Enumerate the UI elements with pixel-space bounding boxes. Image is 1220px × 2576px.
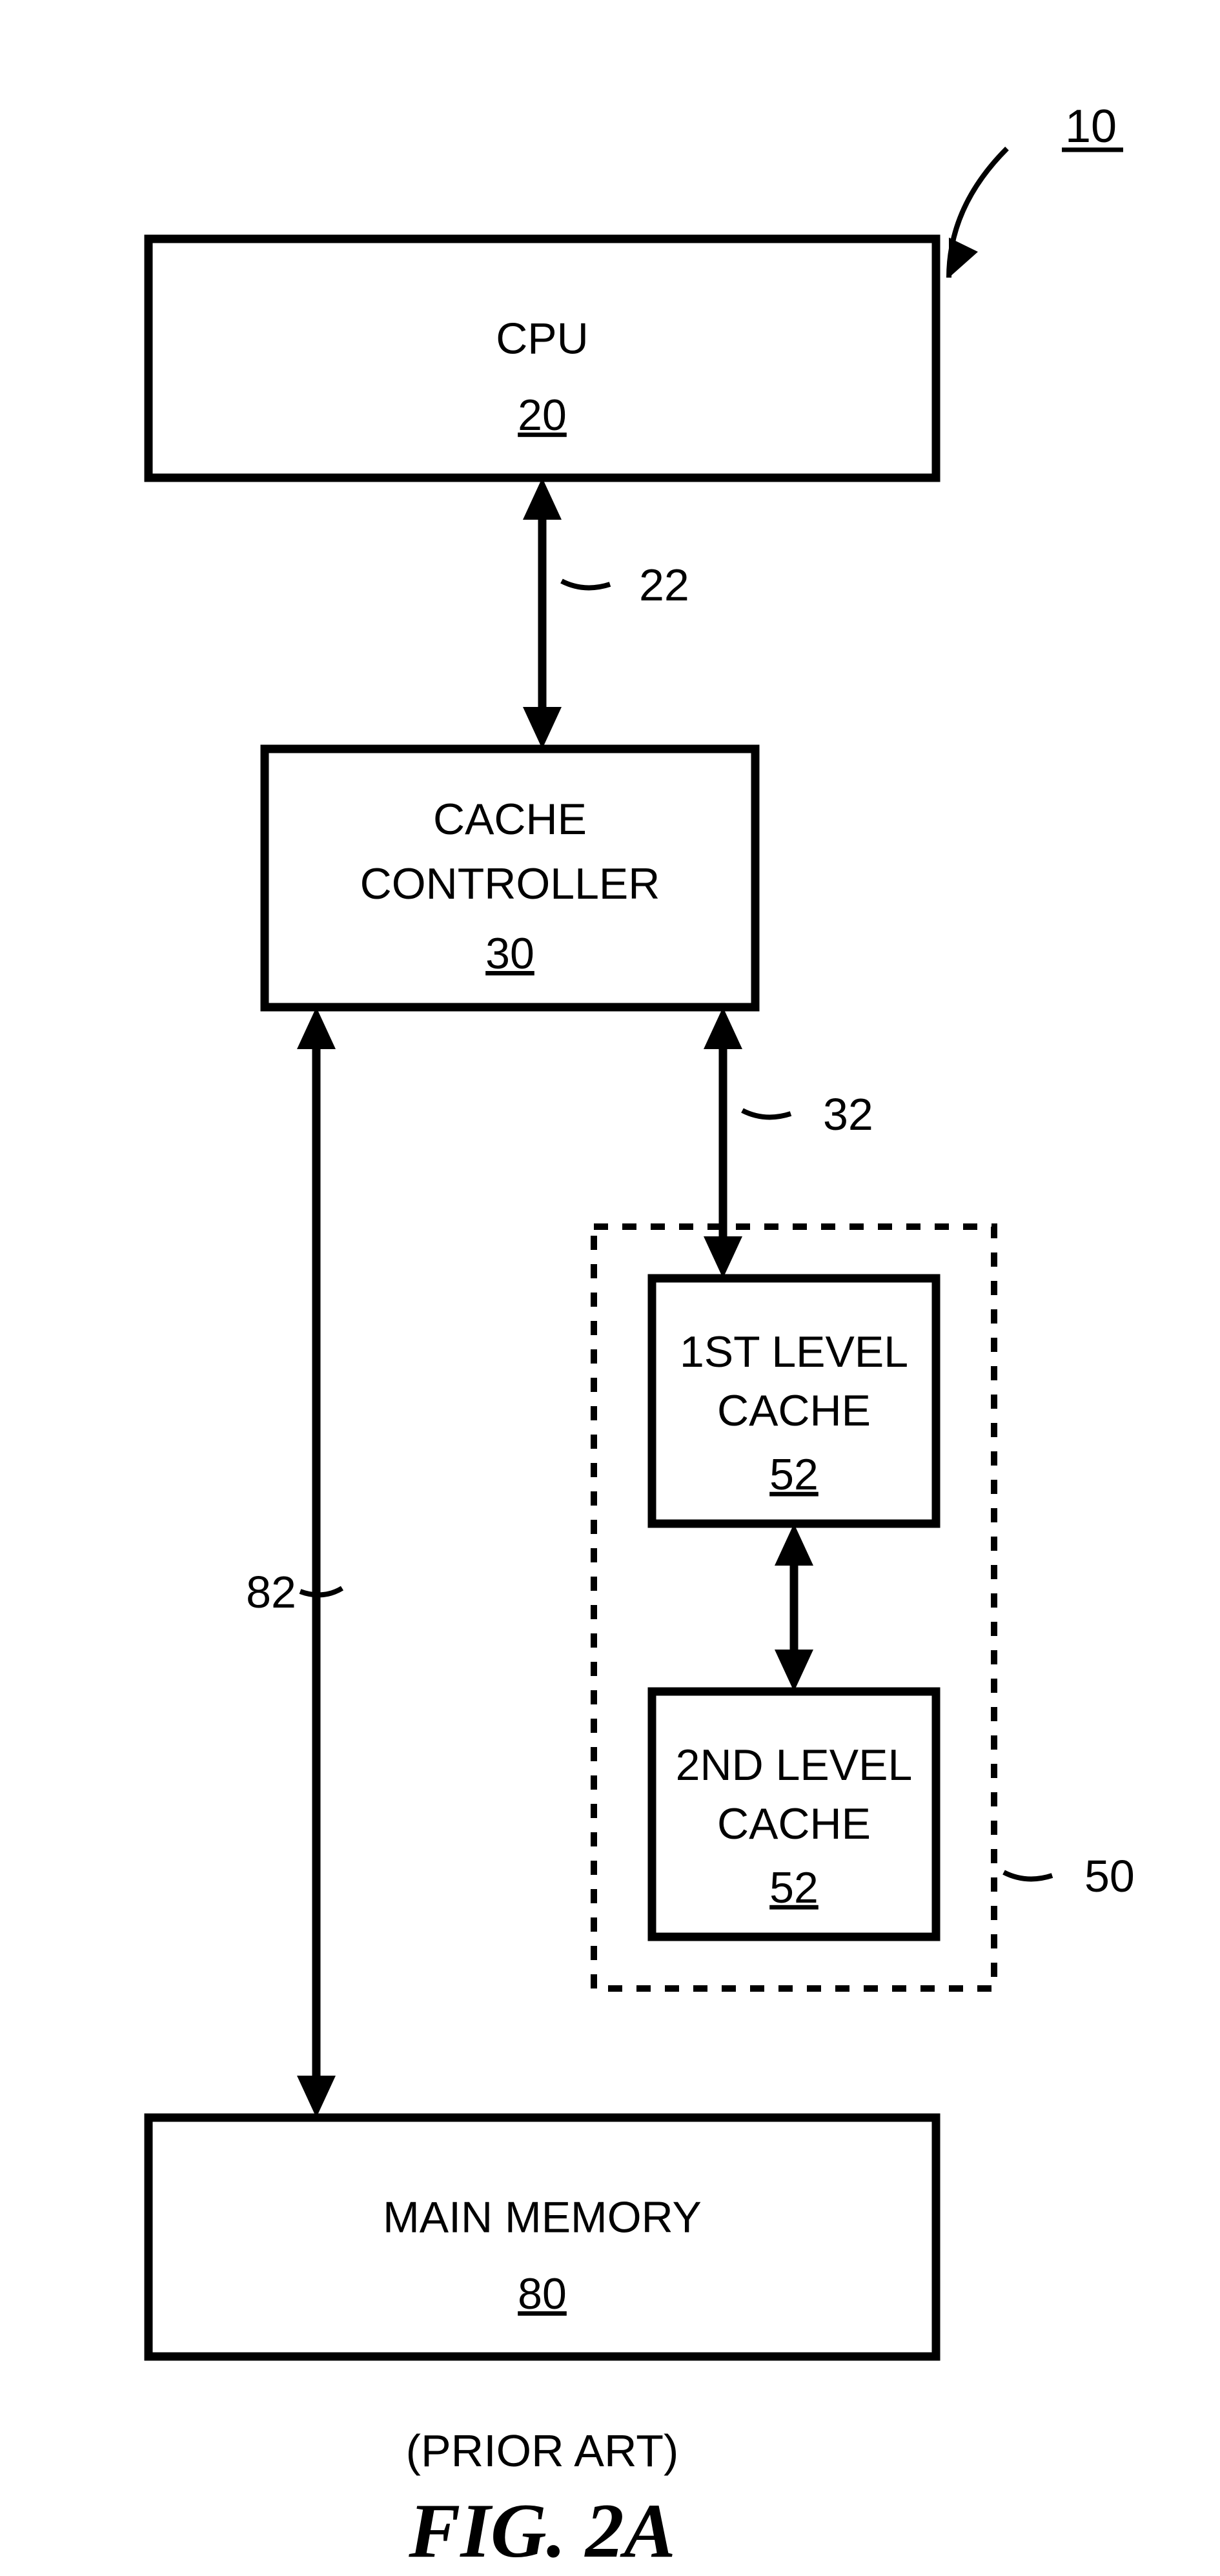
l1-num: 52: [769, 1450, 818, 1499]
arrowhead: [775, 1650, 813, 1692]
ctrl-label-line2: CONTROLLER: [360, 859, 660, 908]
ref-bus32-text: 32: [823, 1089, 873, 1140]
arrowhead: [704, 1007, 742, 1049]
ref-bus82-tick: [300, 1588, 342, 1595]
ref-bus22-text: 22: [639, 560, 689, 610]
mem-label: MAIN MEMORY: [383, 2193, 702, 2242]
mem-num: 80: [518, 2269, 567, 2318]
arrowhead: [704, 1236, 742, 1278]
ref-bus32-tick: [742, 1110, 791, 1117]
ref-grp50-tick: [1004, 1872, 1052, 1879]
ctrl-num: 30: [485, 929, 534, 978]
arrowhead: [297, 2076, 336, 2118]
ref-10-text: 10: [1065, 101, 1117, 152]
arrowhead: [775, 1524, 813, 1566]
figure-title: FIG. 2A: [408, 2488, 675, 2573]
cpu-label: CPU: [496, 314, 589, 363]
ref-bus82-text: 82: [246, 1567, 296, 1617]
arrowhead: [523, 478, 562, 520]
l2-label2: CACHE: [717, 1799, 871, 1848]
ref-grp50-text: 50: [1084, 1851, 1135, 1901]
l1-label: 1ST LEVEL: [680, 1327, 908, 1376]
prior-art-label: (PRIOR ART): [406, 2426, 679, 2476]
l2-num: 52: [769, 1863, 818, 1912]
arrowhead: [523, 707, 562, 749]
ref-10-arrowhead: [949, 238, 978, 278]
arrowhead: [297, 1007, 336, 1049]
l2-label: 2ND LEVEL: [676, 1741, 913, 1790]
ctrl-label-line1: CACHE: [433, 795, 587, 844]
l1-label2: CACHE: [717, 1386, 871, 1435]
cpu-num: 20: [518, 391, 567, 440]
ref-bus22-tick: [562, 581, 610, 588]
